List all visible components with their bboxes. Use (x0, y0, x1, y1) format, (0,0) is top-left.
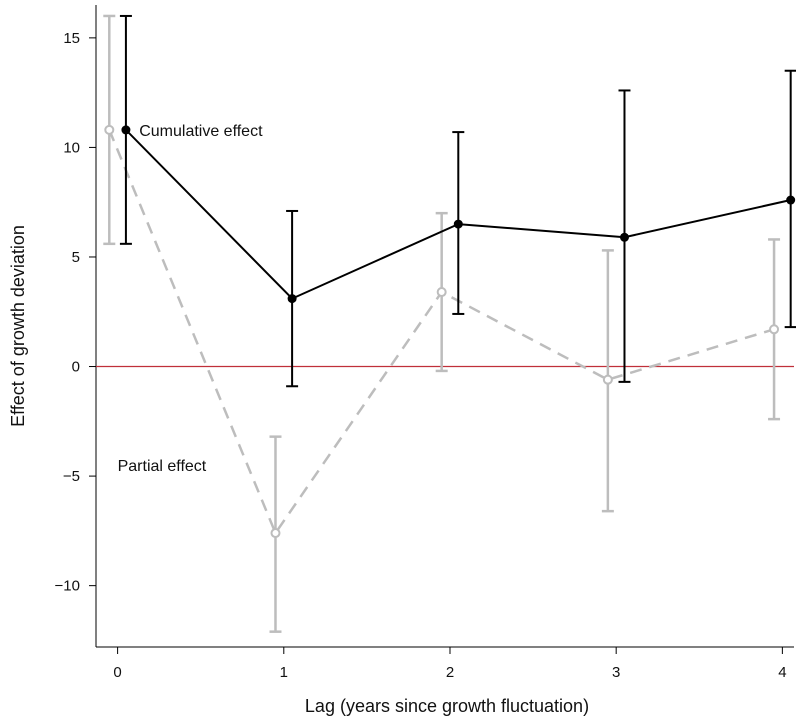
cumulative-effect-point-0 (121, 125, 131, 135)
x-axis-title: Lag (years since growth fluctuation) (305, 696, 589, 716)
x-tick-label-4: 4 (778, 664, 786, 681)
y-tick-label-1: −5 (63, 468, 80, 485)
series-layer (103, 14, 796, 633)
axis-ticks: 0 1 2 3 4 −10 −5 0 5 10 15 (55, 30, 787, 681)
x-tick-label-0: 0 (113, 664, 121, 681)
y-tick-label-2: 0 (72, 359, 80, 376)
partial-effect-point-3 (602, 374, 613, 385)
y-tick-label-0: −10 (55, 578, 80, 595)
plot-frame (95, 5, 794, 648)
partial-effect-point-2 (436, 287, 447, 298)
cumulative-effect-point-3 (619, 232, 629, 242)
cumulative-effect-point-2 (453, 219, 463, 229)
partial-effect-point-0 (104, 124, 115, 135)
y-tick-label-4: 10 (63, 139, 80, 156)
cumulative-effect-series (119, 14, 796, 388)
cumulative-effect-point-1 (287, 294, 297, 304)
partial-effect-series (103, 14, 781, 633)
cumulative-effect-point-4 (786, 195, 796, 205)
x-tick-label-1: 1 (280, 664, 288, 681)
annotation-cumulative-effect: Cumulative effect (139, 123, 263, 140)
y-tick-label-3: 5 (72, 249, 80, 266)
annotation-layer: Cumulative effect Partial effect (118, 123, 263, 475)
partial-effect-point-4 (769, 324, 780, 335)
y-tick-label-5: 15 (63, 30, 80, 47)
x-tick-label-3: 3 (612, 664, 620, 681)
x-tick-label-2: 2 (446, 664, 454, 681)
partial-effect-point-1 (270, 528, 281, 539)
y-axis-title: Effect of growth deviation (8, 225, 28, 427)
annotation-partial-effect: Partial effect (118, 458, 207, 475)
